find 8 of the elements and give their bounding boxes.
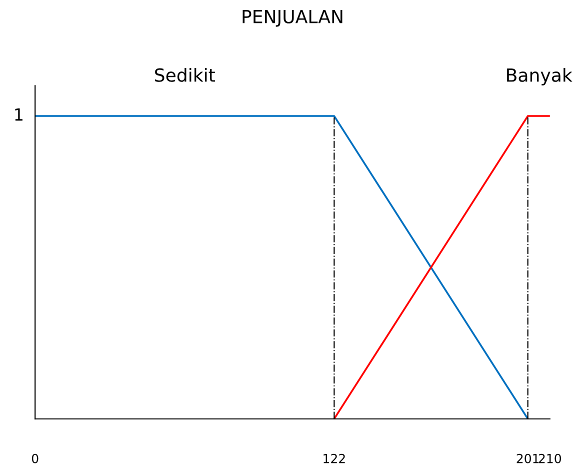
chart-title: PENJUALAN xyxy=(242,10,342,27)
x-tick-label: 0 xyxy=(32,454,38,464)
text: Banyak xyxy=(507,68,572,86)
x-tick-label: 122 xyxy=(324,454,345,464)
series-label: Sedikit xyxy=(155,68,216,82)
x-tick-label: 201 xyxy=(516,454,539,464)
annotation: 1 xyxy=(15,108,22,121)
x-tick-label: 210 xyxy=(538,454,561,464)
